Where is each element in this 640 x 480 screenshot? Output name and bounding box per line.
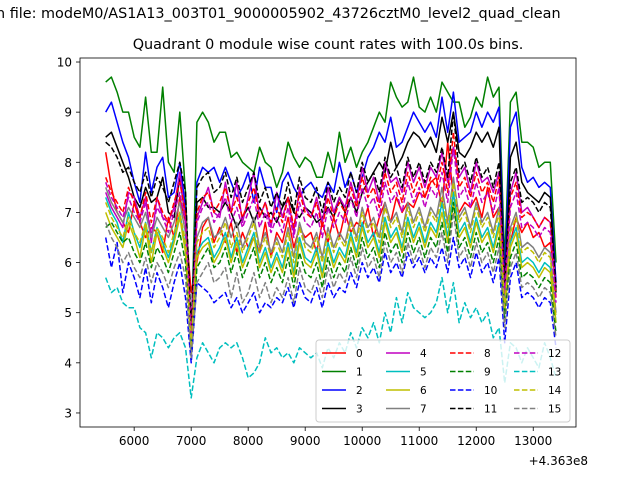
y-tick-label: 4 [64, 356, 72, 370]
legend-label-13: 13 [548, 367, 561, 379]
series-line-14 [104, 181, 557, 349]
series-line-11 [105, 111, 557, 329]
x-tick-label: 9000 [290, 434, 321, 448]
axes-frame [79, 57, 577, 428]
series-line-7 [104, 176, 557, 344]
legend-label-1: 1 [356, 367, 363, 379]
legend-box [315, 339, 571, 423]
legend-label-11: 11 [484, 404, 497, 416]
chart-title: Quadrant 0 module wise count rates with … [133, 37, 524, 53]
legend-label-3: 3 [356, 404, 363, 416]
series-line-8 [104, 131, 557, 334]
figure-suptitle: n file: modeM0/AS1A13_003T01_9000005902_… [0, 6, 561, 22]
series-line-10 [104, 236, 557, 364]
series-line-12 [104, 146, 557, 339]
legend-label-9: 9 [484, 367, 491, 379]
series-line-4 [104, 146, 557, 334]
legend-label-0: 0 [356, 348, 363, 360]
x-tick-label: 6000 [119, 434, 150, 448]
series-line-9 [105, 201, 557, 354]
series-line-0 [104, 141, 557, 299]
y-tick-label: 6 [64, 256, 72, 270]
x-tick-label: 10000 [343, 434, 381, 448]
x-offset-label: +4.363e8 [529, 454, 588, 468]
y-tick-label: 9 [64, 106, 72, 120]
y-tick-label: 3 [64, 406, 72, 420]
legend-label-15: 15 [548, 404, 561, 416]
axes: 6000 7000 8000 9000 10000 11000 12000 13000 3 4 5 6… [57, 56, 588, 468]
legend-label-14: 14 [548, 385, 562, 397]
legend-label-4: 4 [420, 348, 427, 360]
legend-label-5: 5 [420, 367, 427, 379]
y-tick-label: 5 [64, 306, 72, 320]
y-tick-label: 8 [64, 156, 72, 170]
series-line-1 [105, 76, 557, 344]
x-tick-label: 8000 [233, 434, 264, 448]
x-tick-label: 12000 [457, 434, 495, 448]
x-tick-label: 11000 [400, 434, 438, 448]
series-line-6 [104, 201, 557, 349]
legend-label-6: 6 [420, 385, 427, 397]
legend-label-7: 7 [420, 404, 427, 416]
x-tick-label: 13000 [514, 434, 552, 448]
x-tick-label: 7000 [176, 434, 207, 448]
legend-label-12: 12 [548, 348, 561, 360]
series-line-15 [104, 211, 557, 359]
legend-label-8: 8 [484, 348, 491, 360]
legend-label-2: 2 [356, 385, 363, 397]
y-tick-label: 10 [57, 56, 72, 70]
legend-label-10: 10 [484, 385, 497, 397]
y-tick-label: 7 [64, 206, 72, 220]
